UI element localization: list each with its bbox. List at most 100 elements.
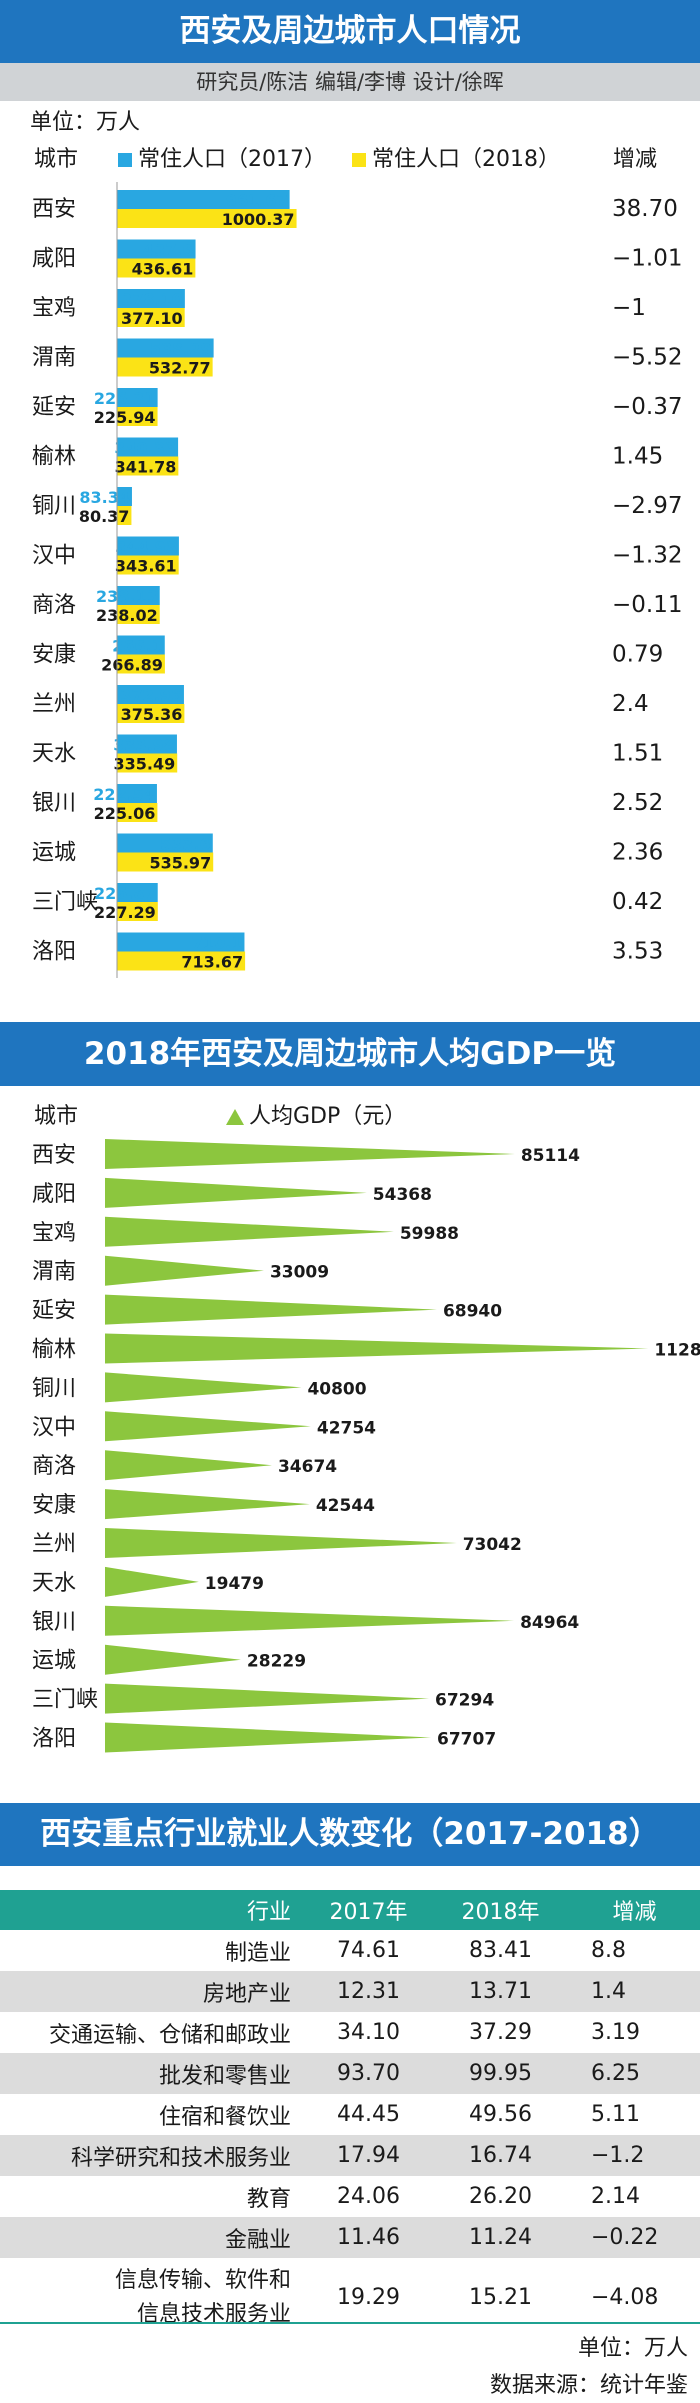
population-title: 西安及周边城市人口情况 [179, 13, 521, 49]
bar-2018 [117, 258, 196, 278]
gdp-triangle [105, 1294, 437, 1325]
gdp-title: 2018年西安及周边城市人均GDP一览 [83, 1036, 617, 1072]
value-2017-cell: 11.46 [305, 2217, 432, 2258]
table-row: 科学研究和技术服务业 17.94 16.74 −1.2 [0, 2135, 700, 2176]
value-label-2017: 238.13 [96, 587, 158, 606]
value-2018-cell: 11.24 [432, 2217, 569, 2258]
value-2018-cell: 15.21 [469, 2285, 532, 2310]
bar-2018 [117, 753, 178, 773]
city-label: 商洛 [32, 593, 76, 618]
gdp-value-label: 73042 [463, 1535, 522, 1555]
gdp-value-label: 68940 [443, 1302, 502, 1322]
city-label: 铜川 [32, 494, 76, 519]
gdp-value-label: 84964 [520, 1613, 579, 1633]
change-value: 38.70 [612, 196, 678, 222]
gdp-value-label: 59988 [400, 1224, 459, 1244]
value-label-2017: 226.31 [94, 389, 156, 408]
legend-swatch-2018 [352, 153, 366, 167]
city-label: 延安 [32, 1299, 76, 1324]
value-2017-cell: 17.94 [305, 2135, 432, 2176]
value-label-2017: 226.87 [94, 884, 156, 903]
value-label-2017: 533.6 [160, 835, 211, 854]
value-label-2018: 225.94 [94, 408, 156, 427]
city-label: 运城 [32, 1649, 76, 1674]
value-label-2017: 344.93 [115, 538, 177, 557]
value-label-2017: 538.29 [150, 340, 212, 359]
city-label: 西安 [32, 1143, 76, 1168]
gdp-value-label: 85114 [521, 1146, 580, 1166]
value-label-2017: 372.96 [120, 686, 182, 705]
gdp-triangle [105, 1333, 649, 1364]
source-label: 数据来源：统计年鉴 [489, 2373, 688, 2398]
bar-2017 [117, 437, 179, 457]
value-2017-cell: 44.45 [337, 2102, 400, 2127]
employment-table-header: 行业 2017年 2018年 增减 [0, 1890, 700, 1930]
industry-cell: 教育 [246, 2186, 291, 2212]
bar-2018 [117, 308, 185, 327]
city-label: 三门峡 [32, 890, 98, 915]
value-label-2017: 710.1 [192, 934, 243, 953]
city-label: 运城 [32, 841, 76, 866]
industry-cell: 科学研究和技术服务业 [0, 2135, 305, 2176]
gdp-triangle [105, 1605, 515, 1636]
gdp-value-label: 67294 [435, 1691, 494, 1711]
change-value: 1.45 [612, 444, 663, 470]
industry-cell: 金融业 [0, 2217, 305, 2258]
value-2018-cell: 83.41 [469, 1938, 532, 1963]
value-label-2018: 266.89 [101, 656, 163, 675]
legend-2017: 常住人口（2017） [118, 141, 326, 173]
change-cell: 2.14 [591, 2184, 640, 2209]
legend-label-2018: 常住人口（2018） [372, 147, 560, 172]
header-industry: 行业 [0, 1890, 305, 1930]
city-label: 天水 [32, 742, 76, 767]
value-label-2018: 375.36 [121, 705, 183, 724]
value-label-2018: 225.06 [94, 804, 156, 823]
bar-2017 [117, 635, 165, 655]
value-label-2018: 377.10 [121, 309, 183, 328]
table-unit-label: 单位：万人 [577, 2336, 688, 2361]
gdp-value-label: 67707 [437, 1730, 496, 1750]
value-label-2017: 340.33 [114, 439, 176, 458]
table-row: 交通运输、仓储和邮政业 34.10 37.29 3.19 [0, 2012, 700, 2053]
employment-title-banner: 西安重点行业就业人数变化（2017-2018） [0, 1803, 700, 1866]
value-label-2018: 535.97 [149, 854, 211, 873]
city-label: 洛阳 [32, 1727, 76, 1752]
change-value: −0.11 [612, 592, 682, 618]
bar-2017 [117, 932, 245, 952]
table-row: 教育 24.06 26.20 2.14 [0, 2176, 700, 2217]
city-label: 安康 [32, 1493, 76, 1518]
industry-cell: 制造业 [224, 1940, 291, 1966]
city-label: 汉中 [32, 1415, 76, 1440]
table-row: 金融业 11.46 11.24 −0.22 [0, 2217, 700, 2258]
value-label-2018: 227.29 [94, 903, 156, 922]
legend-2018: 常住人口（2018） [352, 141, 560, 173]
city-label: 天水 [32, 1571, 76, 1596]
legend-triangle-icon [226, 1109, 244, 1125]
header-2017: 2017年 [305, 1890, 432, 1930]
value-2017-cell: 12.31 [305, 1971, 432, 2012]
column-city-label: 城市 [34, 147, 79, 172]
bar-2017 [117, 734, 177, 754]
value-label-2017: 961.67 [226, 191, 288, 210]
value-label-2017: 333.98 [113, 736, 175, 755]
city-label: 宝鸡 [32, 1221, 76, 1246]
gdp-triangle [105, 1528, 457, 1558]
credit-line: 研究员/陈洁 编辑/李博 设计/徐晖 [0, 63, 700, 101]
value-label-2018: 335.49 [113, 755, 175, 774]
table-row: 房地产业 12.31 13.71 1.4 [0, 1971, 700, 2012]
header-change: 增减 [569, 1890, 700, 1930]
gdp-value-label: 112845 [654, 1341, 700, 1361]
city-label: 榆林 [32, 1338, 76, 1363]
gdp-triangle [105, 1644, 241, 1675]
gdp-value-label: 42544 [316, 1496, 375, 1516]
gdp-triangle [105, 1722, 432, 1753]
header-2018: 2018年 [432, 1890, 569, 1930]
city-label: 安康 [32, 643, 76, 668]
bar-2018 [117, 803, 158, 822]
city-label: 银川 [32, 1610, 76, 1635]
bar-2017 [117, 784, 157, 803]
value-label-2017: 222.54 [93, 785, 155, 804]
change-cell: 3.19 [591, 2020, 640, 2045]
value-2017-cell: 34.10 [337, 2020, 400, 2045]
change-value: 3.53 [612, 939, 663, 965]
